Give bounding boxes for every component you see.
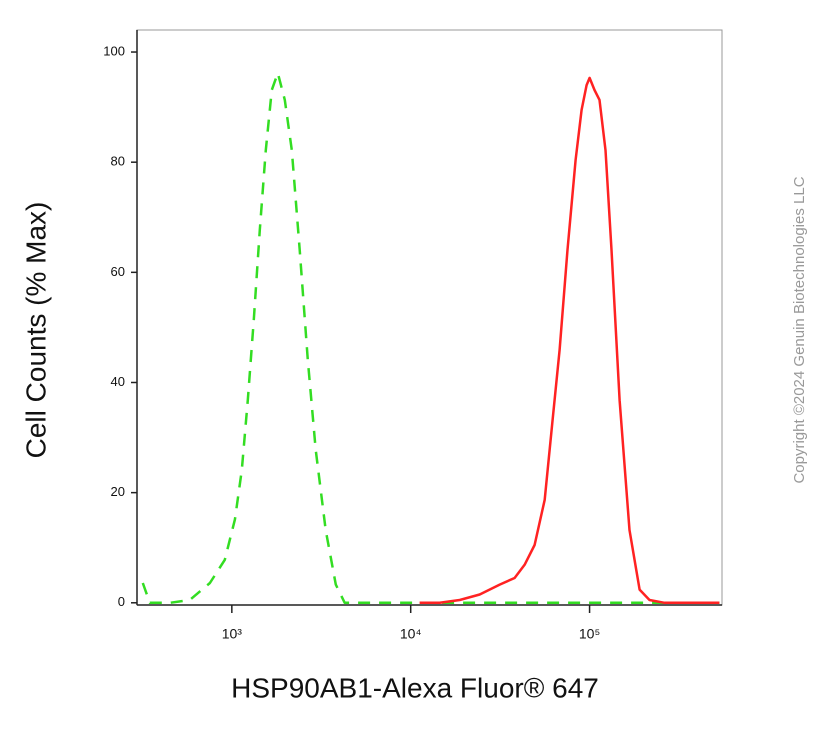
y-tick-label: 100 <box>103 43 125 58</box>
x-tick-label: 10⁵ <box>579 626 600 642</box>
y-tick-label: 40 <box>111 374 125 389</box>
histogram-line <box>419 76 720 605</box>
y-axis-label: Cell Counts (% Max) <box>20 202 51 459</box>
histogram-line <box>141 71 720 605</box>
y-tick-label: 80 <box>111 154 125 169</box>
x-tick-label: 10⁴ <box>400 626 422 642</box>
plot-frame <box>136 29 723 606</box>
watermark: Copyright ©2024 Genuin Biotechnologies L… <box>791 176 808 483</box>
x-axis-label: HSP90AB1-Alexa Fluor® 647 <box>231 672 599 703</box>
y-tick-label: 0 <box>118 594 125 609</box>
x-tick-label: 10³ <box>222 626 243 642</box>
y-tick-label: 60 <box>111 264 125 279</box>
y-tick-label: 20 <box>111 484 125 499</box>
